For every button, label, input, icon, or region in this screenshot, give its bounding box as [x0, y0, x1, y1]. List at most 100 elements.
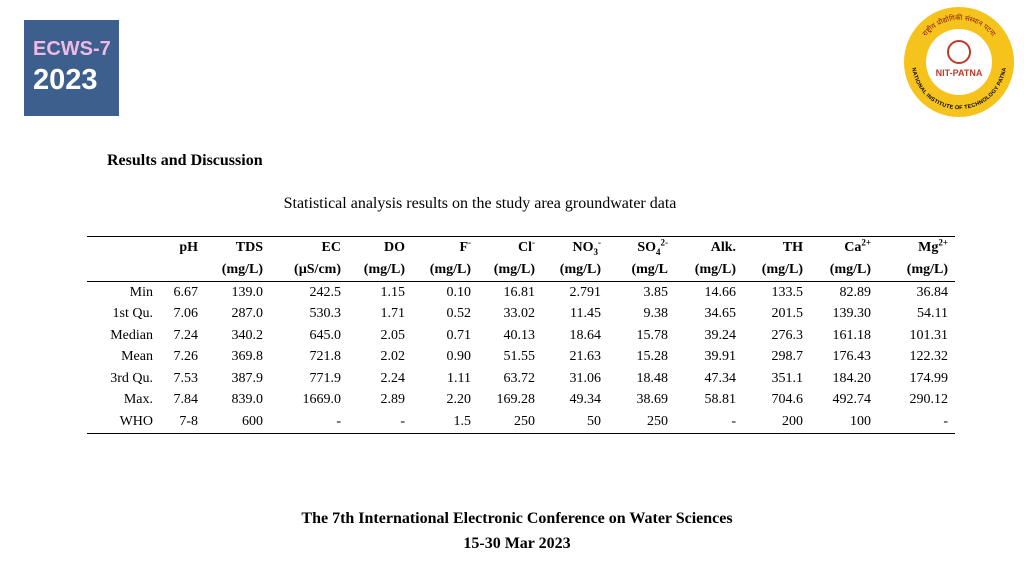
table-cell: 721.8: [309, 349, 342, 365]
table-cell: 50: [587, 413, 601, 429]
column-header: TDS: [205, 237, 270, 260]
table-cell: 387.9: [231, 370, 264, 386]
unit-row: (mg/L) (µS/cm) (mg/L) (mg/L) (mg/L) (mg/L) (mg…: [87, 259, 955, 282]
table-cell: 771.9: [309, 370, 342, 386]
column-name: Ca: [844, 240, 862, 255]
table-cell: 39.91: [704, 349, 737, 365]
column-header: Cl-: [478, 237, 542, 260]
stats-table: pH TDS EC DO F- Cl- NO3- SO42- Alk. TH Ca2+ Mg2+ (mg…: [87, 236, 955, 434]
table-cell: 7.06: [173, 306, 199, 322]
row-label: 1st Qu.: [112, 306, 153, 322]
table-cell: 51.55: [503, 349, 536, 365]
table-row: WHO 7-8 600 - - 1.5 250 50 250 - 200 100 -: [87, 411, 955, 433]
table-cell: 36.84: [916, 284, 949, 300]
table-cell: 49.34: [569, 392, 602, 408]
table-cell: 369.8: [231, 349, 264, 365]
column-unit: (µS/cm): [270, 259, 348, 282]
table-cell: -: [336, 413, 341, 429]
table-cell: 122.32: [909, 349, 949, 365]
column-header: NO3-: [542, 237, 608, 260]
corner: [87, 259, 160, 282]
row-label: Median: [110, 327, 153, 343]
table-cell: 15.28: [636, 349, 669, 365]
table-cell: 2.20: [446, 392, 472, 408]
column-unit: (mg/L): [205, 259, 270, 282]
table-cell: 9.38: [643, 306, 669, 322]
table-cell: 340.2: [231, 327, 264, 343]
row-label: 3rd Qu.: [110, 370, 153, 386]
table-cell: 7.24: [173, 327, 199, 343]
table-cell: 2.02: [380, 349, 406, 365]
table-cell: 54.11: [917, 306, 948, 322]
table-row: Mean 7.26 369.8 721.8 2.02 0.90 51.55 21.63 15.2…: [87, 347, 955, 369]
table-cell: -: [400, 413, 405, 429]
column-unit: (mg/L): [412, 259, 478, 282]
column-header: pH: [160, 237, 205, 260]
column-name: TH: [782, 240, 803, 255]
column-unit: (mg/L: [608, 259, 675, 282]
table-cell: 169.28: [496, 392, 536, 408]
table-cell: 600: [242, 413, 263, 429]
column-header: Mg2+: [878, 237, 955, 260]
table-cell: 139.30: [832, 306, 872, 322]
table-cell: 31.06: [569, 370, 602, 386]
table-cell: 7-8: [179, 413, 198, 429]
column-header: TH: [743, 237, 810, 260]
table-cell: 21.63: [569, 349, 602, 365]
column-name: SO: [637, 240, 656, 255]
logo-text: ECWS-7: [33, 38, 111, 60]
table-cell: 133.5: [771, 284, 804, 300]
row-label: Mean: [121, 349, 153, 365]
table-cell: 839.0: [231, 392, 264, 408]
table-cell: 176.43: [832, 349, 872, 365]
column-name: EC: [321, 240, 341, 255]
table-cell: 290.12: [909, 392, 949, 408]
table-cell: 287.0: [231, 306, 264, 322]
column-name: TDS: [235, 240, 263, 255]
table-cell: 1.15: [380, 284, 406, 300]
table-cell: 39.24: [704, 327, 737, 343]
table-cell: 174.99: [909, 370, 949, 386]
table-cell: 15.78: [636, 327, 669, 343]
row-label: Max.: [123, 392, 153, 408]
nit-short: NIT-PATNA: [936, 68, 983, 78]
table-cell: 242.5: [309, 284, 342, 300]
conference-logo: ECWS-7 2023: [24, 20, 119, 116]
corner: [87, 237, 160, 260]
table-cell: 58.81: [704, 392, 737, 408]
table-cell: 2.89: [380, 392, 406, 408]
table-cell: 184.20: [832, 370, 872, 386]
table-cell: 18.64: [569, 327, 602, 343]
column-superscript: -: [532, 237, 535, 248]
footer-line: The 7th International Electronic Confere…: [301, 510, 733, 527]
table-cell: 100: [850, 413, 871, 429]
table-cell: -: [731, 413, 736, 429]
table-cell: 351.1: [771, 370, 804, 386]
table-cell: 38.69: [636, 392, 669, 408]
footer-date: 15-30 Mar 2023: [463, 535, 571, 552]
table-cell: 63.72: [503, 370, 536, 386]
table-row: Max. 7.84 839.0 1669.0 2.89 2.20 169.28 49.34 38…: [87, 390, 955, 412]
table-cell: 2.791: [569, 284, 602, 300]
column-header: Ca2+: [810, 237, 878, 260]
table-cell: 101.31: [909, 327, 949, 343]
table-cell: 34.65: [704, 306, 737, 322]
table-cell: -: [943, 413, 948, 429]
column-subscript: 3: [593, 246, 599, 257]
table-cell: 298.7: [771, 349, 804, 365]
table-cell: 7.84: [173, 392, 199, 408]
column-name: pH: [179, 240, 198, 255]
table-cell: 82.89: [839, 284, 872, 300]
column-name: NO: [572, 240, 594, 255]
column-superscript: -: [598, 237, 601, 248]
column-unit: (mg/L): [878, 259, 955, 282]
column-unit: (mg/L): [743, 259, 810, 282]
table-cell: 18.48: [636, 370, 669, 386]
column-superscript: -: [468, 237, 471, 248]
header-row: pH TDS EC DO F- Cl- NO3- SO42- Alk. TH Ca2+ Mg2+: [87, 237, 955, 260]
table-cell: 492.74: [832, 392, 872, 408]
column-header: EC: [270, 237, 348, 260]
column-header: DO: [348, 237, 412, 260]
row-label: Min: [129, 284, 153, 300]
row-label: WHO: [119, 413, 153, 429]
